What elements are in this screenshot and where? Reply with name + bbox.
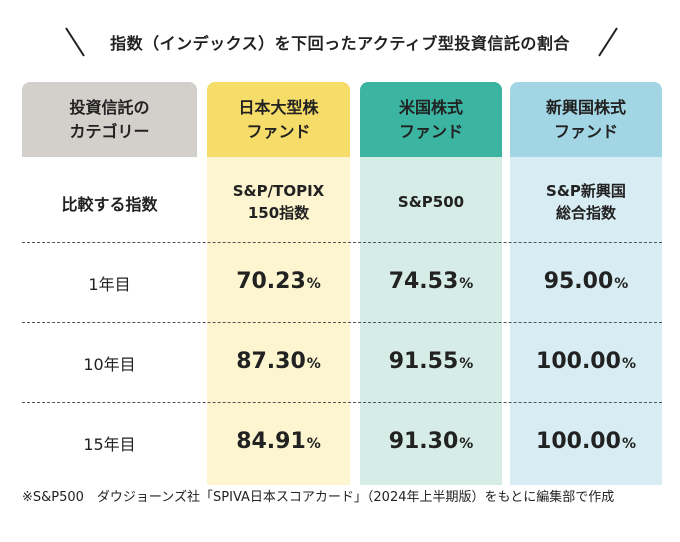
footnote: ※S&P500 ダウジョーンズ社「SPIVA日本スコアカード」（2024年上半期… [22,490,615,505]
value-number: 87.30 [236,349,306,374]
index-cell: S&P/TOPIX 150指数 [232,182,325,222]
header-cell: 新興国株式 ファンド [510,82,662,157]
value-unit: % [306,436,321,452]
column-background [510,157,662,485]
row-divider [22,402,662,403]
value-number: 91.55 [388,349,459,374]
value-number: 74.53 [388,269,459,294]
title-decoration [65,27,618,57]
value-cell: 91.55% [360,323,502,403]
value-cell: 100.00% [510,323,662,403]
value-unit: % [459,276,474,292]
value-cell: 100.00% [510,403,662,483]
value-unit: % [459,356,474,372]
slash-left [65,27,85,57]
column-background [207,157,350,485]
value-unit: % [306,276,321,292]
index-cell: S&P新興国 総合指数 [546,182,626,222]
value-cell: 84.91% [207,403,350,483]
value-number: 100.00 [536,349,621,374]
value-number: 84.91 [236,429,306,454]
row-label: 10年目 [83,355,136,374]
header-cell: 日本大型株 ファンド [207,82,350,157]
slash-right [598,27,618,57]
row-label: 15年目 [83,435,136,454]
row-divider [22,322,662,323]
value-cell: 91.30% [360,403,502,483]
value-unit: % [621,356,636,372]
value-unit: % [621,436,636,452]
value-cell: 87.30% [207,323,350,403]
row-label: 比較する指数 [61,195,158,214]
value-unit: % [306,356,321,372]
title: 指数（インデックス）を下回ったアクティブ型投資信託の割合 [110,34,570,53]
value-unit: % [614,276,629,292]
column-background [360,157,502,485]
value-number: 100.00 [536,429,621,454]
value-number: 70.23 [236,269,306,294]
value-cell: 74.53% [360,243,502,323]
header-cell: 投資信託の カテゴリー [22,82,197,157]
row-divider [22,242,662,243]
value-unit: % [459,436,474,452]
value-cell: 95.00% [510,243,662,323]
value-number: 91.30 [388,429,459,454]
value-number: 95.00 [543,269,614,294]
index-cell: S&P500 [397,193,465,212]
row-label: 1年目 [88,275,131,294]
value-cell: 70.23% [207,243,350,323]
header-cell: 米国株式 ファンド [360,82,502,157]
